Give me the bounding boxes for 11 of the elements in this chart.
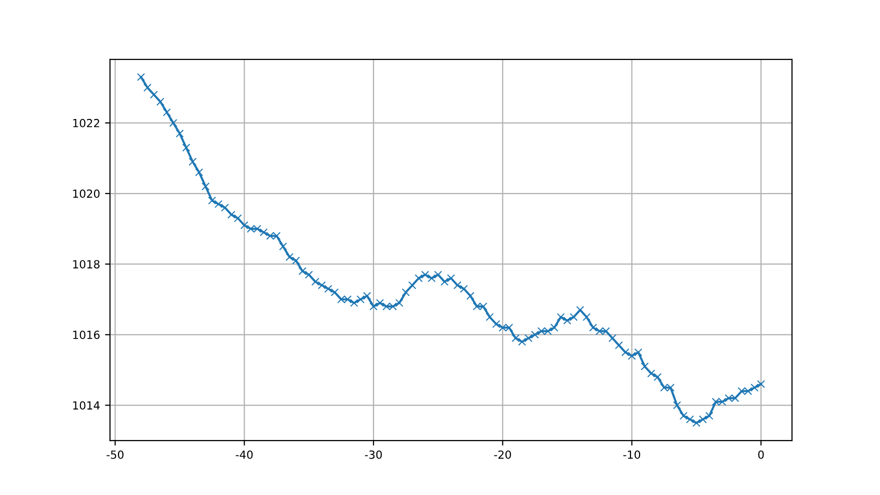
y-tick-label: 1020 — [73, 189, 100, 198]
x-tick-label: -10 — [623, 450, 640, 459]
y-tick-label: 1022 — [73, 118, 100, 128]
x-tick-label: -30 — [364, 450, 382, 459]
y-tick-label: 1018 — [73, 260, 100, 268]
y-tick-label: 1016 — [73, 330, 100, 340]
x-tick-label: 0 — [758, 450, 764, 459]
y-tick-label: 1014 — [73, 401, 100, 410]
x-tick-label: -20 — [494, 450, 512, 459]
x-tick-label: -40 — [236, 450, 253, 459]
x-tick-label: -50 — [106, 450, 124, 459]
